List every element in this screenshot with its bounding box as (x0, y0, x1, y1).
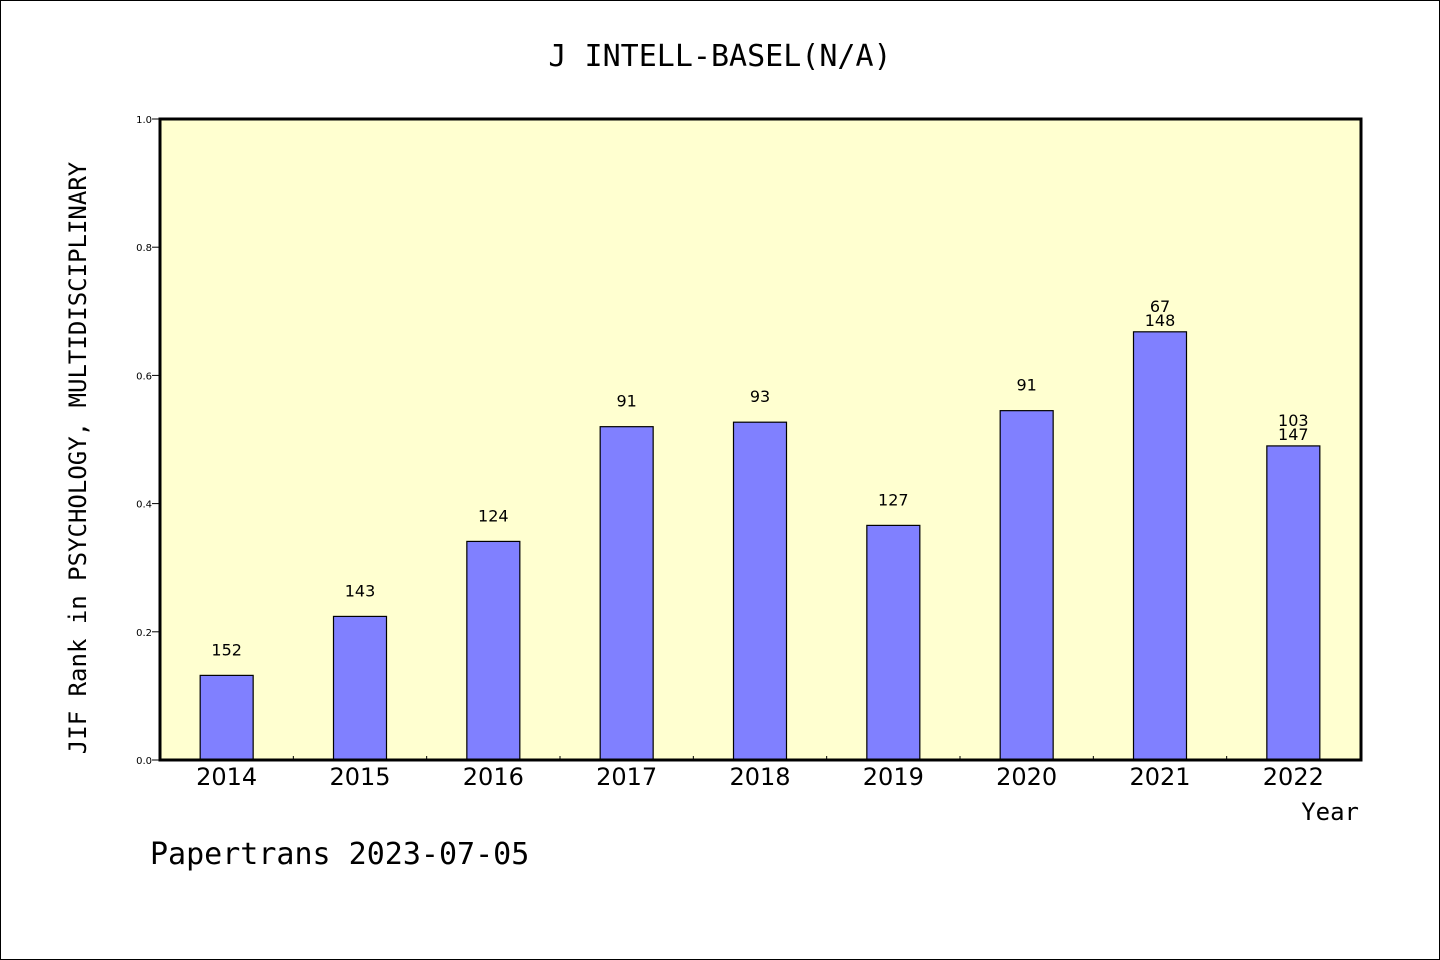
y-tick-label: 0.6 (136, 371, 152, 382)
bar-2016 (466, 540, 521, 761)
data-label-rank: 152 (211, 640, 242, 659)
footer-text: Papertrans 2023-07-05 (150, 837, 529, 872)
x-tick-label: 2017 (596, 763, 657, 791)
x-tick-label: 2019 (863, 763, 924, 791)
plot-border (158, 117, 1363, 762)
data-label-total: 148 (1145, 311, 1176, 330)
x-tick-label: 2020 (996, 763, 1057, 791)
bar-2020 (999, 410, 1054, 761)
bar-2018 (732, 421, 788, 761)
data-label-rank: 127 (878, 490, 909, 509)
data-label-rank: 91 (1016, 376, 1036, 395)
x-tick-label: 2021 (1129, 763, 1190, 791)
x-axis-label: Year (1301, 798, 1359, 826)
x-tick-label: 2018 (729, 763, 790, 791)
y-axis-label: JIF Rank in PSYCHOLOGY, MULTIDISCIPLINAR… (64, 161, 92, 754)
data-label-rank: 91 (616, 392, 636, 411)
y-tick-label: 1.0 (136, 115, 152, 126)
x-tick-label: 2014 (196, 763, 257, 791)
x-tick-label: 2015 (329, 763, 390, 791)
bar-2021 (1132, 331, 1188, 761)
y-tick-label: 0.2 (136, 628, 152, 639)
bar-2022 (1266, 445, 1321, 761)
y-tick-label: 0.0 (136, 756, 152, 767)
chart-title: J INTELL-BASEL(N/A) (548, 39, 891, 74)
data-label-rank: 143 (345, 581, 376, 600)
bar-2017 (599, 426, 654, 761)
bar-2019 (866, 524, 921, 761)
data-label-rank: 93 (750, 387, 770, 406)
bar-2014 (199, 674, 254, 761)
x-tick-label: 2016 (463, 763, 524, 791)
bar-2015 (332, 615, 388, 761)
data-label-rank: 103 (1278, 411, 1309, 430)
y-tick-label: 0.8 (136, 243, 152, 254)
y-tick-label: 0.4 (136, 500, 152, 511)
x-tick-label: 2022 (1263, 763, 1324, 791)
data-label-rank: 124 (478, 506, 509, 525)
data-label-rank: 67 (1150, 297, 1170, 316)
data-label-total: 147 (1278, 425, 1309, 444)
